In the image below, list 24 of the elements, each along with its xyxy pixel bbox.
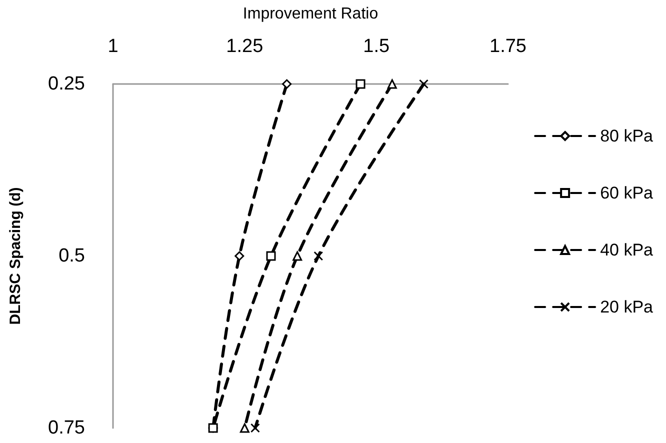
x-tick-label: 1 [108,36,118,57]
point [387,79,397,89]
point [266,251,276,261]
legend-label: 40 kPa [600,240,654,260]
y-tick-label: 0.5 [58,246,85,266]
y-tick-label: 0.25 [48,74,85,94]
legend-label: 20 kPa [600,298,654,316]
point [418,79,428,89]
y-tick-label: 0.75 [48,418,85,438]
x-tick-label: 1.5 [363,36,390,57]
x-axis-title: Improvement Ratio [242,6,378,22]
x-tick-label: 1.75 [490,36,526,57]
point [240,423,250,433]
point [314,251,324,261]
point [234,251,244,261]
x-tick-label: 1.25 [226,36,264,57]
point [250,423,260,433]
legend-label: 80 kPa [600,126,654,146]
point [292,251,302,261]
point [208,423,218,433]
point [282,79,292,89]
y-axis-title: DLRSC Spacing (d) [7,187,24,325]
point [356,79,366,89]
legend-label: 60 kPa [600,184,654,202]
